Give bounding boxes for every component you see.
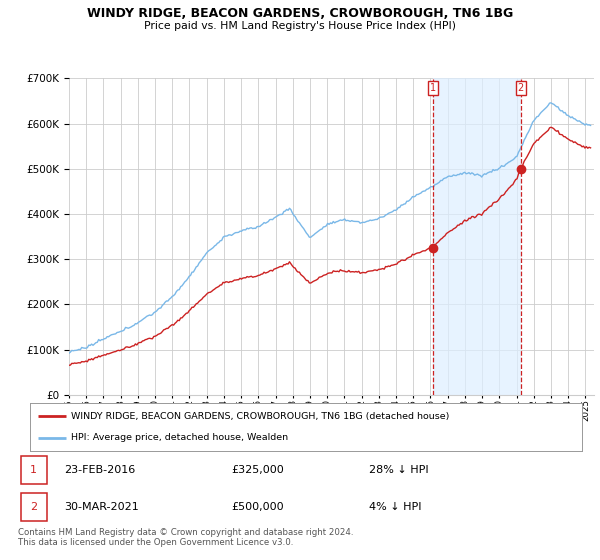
Text: £500,000: £500,000	[231, 502, 284, 512]
Text: 23-FEB-2016: 23-FEB-2016	[64, 465, 135, 475]
Text: WINDY RIDGE, BEACON GARDENS, CROWBOROUGH, TN6 1BG: WINDY RIDGE, BEACON GARDENS, CROWBOROUGH…	[87, 7, 513, 20]
Text: WINDY RIDGE, BEACON GARDENS, CROWBOROUGH, TN6 1BG (detached house): WINDY RIDGE, BEACON GARDENS, CROWBOROUGH…	[71, 412, 450, 421]
FancyBboxPatch shape	[20, 493, 47, 521]
Text: 28% ↓ HPI: 28% ↓ HPI	[369, 465, 429, 475]
Text: 1: 1	[30, 465, 37, 475]
Text: 30-MAR-2021: 30-MAR-2021	[64, 502, 139, 512]
Text: Contains HM Land Registry data © Crown copyright and database right 2024.
This d: Contains HM Land Registry data © Crown c…	[18, 528, 353, 547]
Text: 2: 2	[518, 83, 524, 93]
Text: 2: 2	[30, 502, 37, 512]
Text: 4% ↓ HPI: 4% ↓ HPI	[369, 502, 422, 512]
Bar	[433, 78, 521, 395]
FancyBboxPatch shape	[20, 456, 47, 484]
Text: £325,000: £325,000	[231, 465, 284, 475]
Text: 1: 1	[430, 83, 436, 93]
Text: HPI: Average price, detached house, Wealden: HPI: Average price, detached house, Weal…	[71, 433, 289, 442]
Text: Price paid vs. HM Land Registry's House Price Index (HPI): Price paid vs. HM Land Registry's House …	[144, 21, 456, 31]
